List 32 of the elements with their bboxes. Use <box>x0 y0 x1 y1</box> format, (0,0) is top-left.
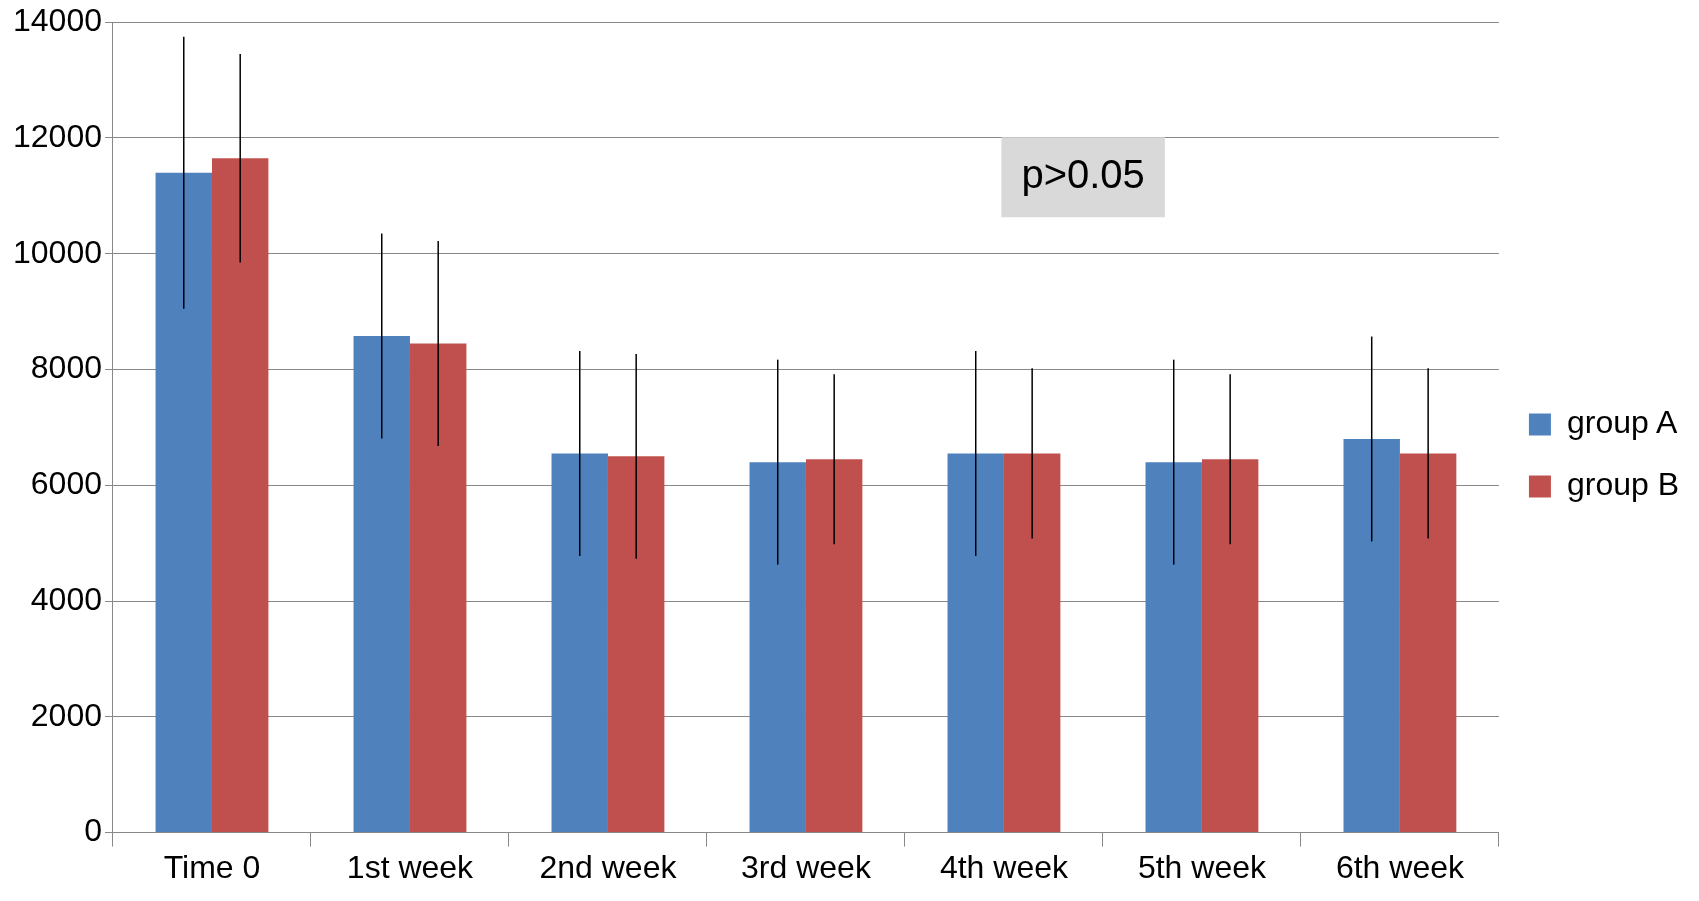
y-tick-label: 2000 <box>30 696 102 733</box>
bar <box>155 172 212 833</box>
x-tick-label: 2nd week <box>539 848 678 885</box>
y-tick-label: 12000 <box>13 117 102 154</box>
x-tick-label: 3rd week <box>741 848 872 885</box>
bar <box>805 459 863 833</box>
x-tick-label: Time 0 <box>163 848 261 885</box>
bar <box>947 453 1004 833</box>
annotation: p>0.05 <box>1021 152 1145 197</box>
bar <box>353 335 410 833</box>
bar <box>749 462 806 833</box>
legend-label: group A <box>1566 404 1678 441</box>
legend-label: group B <box>1566 466 1679 503</box>
y-tick-label: 0 <box>84 812 102 849</box>
bar <box>551 453 608 833</box>
x-tick-label: 4th week <box>939 848 1069 885</box>
bar <box>1003 453 1061 833</box>
bar <box>1201 459 1259 833</box>
bar <box>211 158 269 833</box>
x-tick-label: 5th week <box>1137 848 1267 885</box>
x-tick-label: 6th week <box>1335 848 1465 885</box>
bar <box>1399 453 1457 833</box>
bar <box>1145 462 1202 833</box>
y-tick-label: 6000 <box>30 465 102 502</box>
bar <box>409 343 467 833</box>
x-tick-label: 1st week <box>346 848 475 885</box>
bar <box>1343 438 1400 833</box>
y-tick-label: 10000 <box>13 233 102 270</box>
bar <box>607 456 665 833</box>
y-tick-label: 4000 <box>30 580 102 617</box>
y-tick-label: 8000 <box>30 349 102 386</box>
y-tick-label: 14000 <box>13 2 102 39</box>
